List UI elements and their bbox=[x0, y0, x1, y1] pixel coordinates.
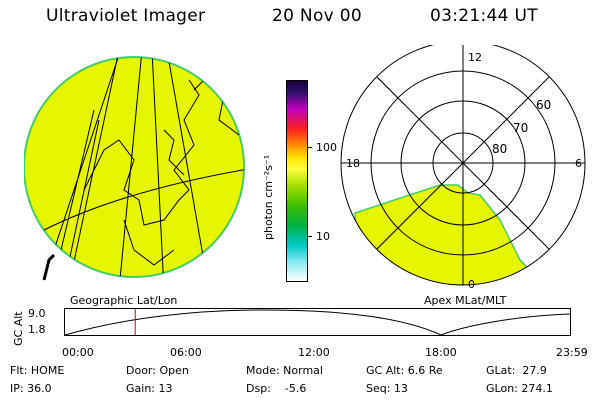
info-gcalt: GC Alt: 6.6 Re bbox=[366, 364, 443, 377]
mlt-12: 12 bbox=[468, 51, 482, 64]
polar-grid bbox=[340, 45, 586, 286]
info-seq: Seq: 13 bbox=[366, 382, 408, 395]
polar-mlt-plot: 12 18 6 0 60 70 80 bbox=[340, 45, 586, 291]
info-flt: Flt: HOME bbox=[10, 364, 65, 377]
apex-panel-label: Apex MLat/MLT bbox=[424, 294, 507, 307]
geographic-image-panel bbox=[24, 56, 245, 281]
colorbar bbox=[286, 80, 308, 282]
geographic-panel-label: Geographic Lat/Lon bbox=[70, 294, 178, 307]
info-glat: GLat: 27.9 bbox=[486, 364, 547, 377]
x-tick-2359: 23:59 bbox=[556, 346, 588, 359]
x-tick-0600: 06:00 bbox=[170, 346, 202, 359]
instrument-title: Ultraviolet Imager bbox=[46, 6, 206, 26]
colorbar-tickmark bbox=[307, 236, 312, 237]
uv-image-disk bbox=[24, 56, 245, 278]
x-tick-0000: 00:00 bbox=[62, 346, 94, 359]
info-ip: IP: 36.0 bbox=[10, 382, 52, 395]
colorbar-tick-100: 100 bbox=[316, 141, 337, 154]
altitude-ylabel: GC Alt bbox=[12, 311, 25, 346]
altitude-ymax: 9.0 bbox=[28, 307, 46, 320]
lat-60: 60 bbox=[536, 98, 551, 112]
info-door: Door: Open bbox=[126, 364, 189, 377]
lat-70: 70 bbox=[513, 121, 528, 135]
altitude-strip bbox=[64, 308, 571, 336]
altitude-ymin: 1.8 bbox=[28, 323, 46, 336]
x-tick-1800: 18:00 bbox=[425, 346, 457, 359]
colorbar-tickmark bbox=[307, 147, 312, 148]
lat-80: 80 bbox=[492, 142, 507, 156]
mlt-18: 18 bbox=[346, 157, 360, 170]
mlt-0: 0 bbox=[468, 278, 475, 291]
info-glon: GLon: 274.1 bbox=[486, 382, 553, 395]
colorbar-unit-label: photon cm⁻²s⁻¹ bbox=[262, 154, 275, 240]
info-gain: Gain: 13 bbox=[126, 382, 173, 395]
info-dsp: Dsp: -5.6 bbox=[246, 382, 307, 395]
mlt-6: 6 bbox=[575, 157, 582, 170]
info-mode: Mode: Normal bbox=[246, 364, 323, 377]
colorbar-tick-10: 10 bbox=[316, 230, 330, 243]
date-label: 20 Nov 00 bbox=[272, 6, 362, 26]
time-label: 03:21:44 UT bbox=[430, 6, 538, 26]
x-tick-1200: 12:00 bbox=[298, 346, 330, 359]
